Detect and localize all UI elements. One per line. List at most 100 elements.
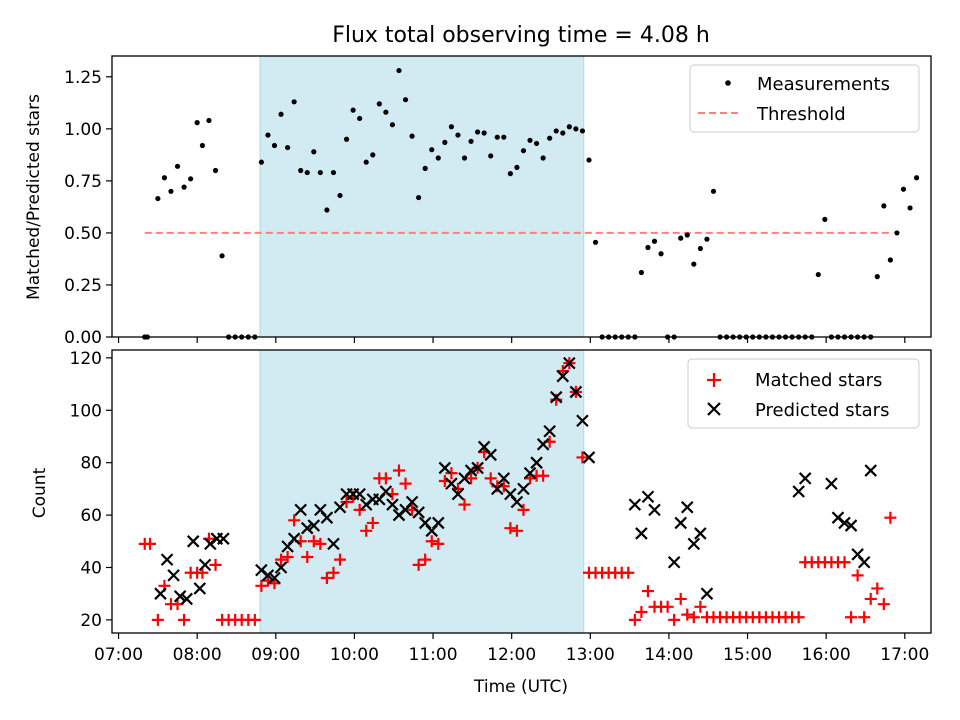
measurement-point bbox=[194, 120, 200, 126]
measurement-point bbox=[874, 274, 880, 280]
predicted-star-point bbox=[857, 555, 871, 569]
matched-star-point bbox=[340, 495, 353, 508]
measurement-point bbox=[317, 169, 323, 176]
measurement-point bbox=[155, 195, 161, 202]
y-tick-label: 0.25 bbox=[64, 276, 102, 296]
measurement-point bbox=[894, 230, 900, 236]
predicted-star-point bbox=[287, 532, 301, 545]
matched-star-point bbox=[465, 472, 478, 485]
x-tick-label: 16:00 bbox=[802, 645, 851, 665]
legend-threshold-label: Threshold bbox=[756, 104, 846, 125]
measurement-point bbox=[284, 144, 291, 151]
measurement-point bbox=[566, 124, 572, 130]
measurement-point bbox=[475, 129, 481, 135]
measurement-point bbox=[442, 139, 448, 145]
x-axis-label: Time (UTC) bbox=[473, 677, 568, 697]
x-tick-label: 09:00 bbox=[251, 645, 300, 665]
measurement-point bbox=[258, 159, 264, 165]
measurement-point bbox=[188, 176, 194, 182]
x-tick-label: 08:00 bbox=[173, 645, 222, 665]
measurement-point bbox=[638, 269, 645, 276]
matched-star-point bbox=[392, 464, 405, 477]
matched-star-point bbox=[288, 514, 301, 527]
matched-star-point bbox=[151, 613, 164, 626]
shaded-region bbox=[259, 349, 585, 634]
predicted-star-point bbox=[193, 582, 207, 595]
y-tick-label: 20 bbox=[80, 611, 102, 631]
measurement-point bbox=[389, 122, 396, 128]
matched-star-point bbox=[334, 553, 347, 566]
predicted-star-point bbox=[327, 537, 340, 551]
predicted-star-point bbox=[484, 448, 497, 462]
measurement-point bbox=[402, 97, 409, 103]
measurement-point bbox=[501, 134, 507, 140]
bottom-x-axis: 07:00 08:00 09:00 10:00 11:00 12:00 13:00 14:00… bbox=[94, 633, 929, 665]
y-tick-label: 0.00 bbox=[64, 328, 102, 348]
measurement-point bbox=[684, 232, 690, 238]
measurement-point bbox=[304, 169, 310, 176]
matched-star-point bbox=[681, 608, 694, 621]
x-tick-label: 10:00 bbox=[330, 645, 379, 665]
measurement-point bbox=[881, 203, 887, 209]
matched-star-point bbox=[674, 592, 687, 605]
measurement-point bbox=[409, 133, 415, 139]
predicted-star-point bbox=[320, 511, 334, 524]
predicted-star-point bbox=[864, 464, 877, 477]
predicted-star-point bbox=[635, 527, 648, 540]
predicted-star-point bbox=[549, 390, 563, 404]
predicted-star-point bbox=[471, 461, 484, 475]
measurement-point bbox=[174, 163, 181, 169]
measurement-point bbox=[357, 115, 363, 122]
measurement-point bbox=[311, 149, 317, 155]
predicted-star-point bbox=[536, 438, 550, 451]
matched-star-point bbox=[255, 579, 268, 592]
matched-star-point bbox=[425, 535, 438, 548]
legend-matched-marker bbox=[707, 373, 721, 387]
matched-star-point bbox=[838, 556, 851, 569]
legend-measurements-label: Measurements bbox=[757, 74, 890, 95]
measurement-point bbox=[422, 165, 428, 171]
top-legend-box bbox=[689, 64, 920, 133]
measurement-point bbox=[468, 138, 474, 144]
bottom-y-axis-label: Count bbox=[30, 467, 50, 518]
top-x-axis bbox=[117, 337, 906, 343]
measurement-point bbox=[206, 117, 212, 124]
predicted-star-point bbox=[438, 461, 452, 475]
measurement-point bbox=[579, 128, 586, 134]
bottom-legend: Matched stars Predicted stars bbox=[687, 358, 920, 429]
measurement-point bbox=[337, 192, 343, 199]
measurement-point bbox=[370, 152, 376, 158]
measurement-point bbox=[199, 142, 206, 149]
matched-star-point bbox=[307, 535, 320, 548]
y-tick-label: 100 bbox=[70, 401, 102, 421]
matched-star-point bbox=[537, 469, 550, 482]
predicted-star-point bbox=[838, 516, 851, 530]
measurement-point bbox=[376, 101, 382, 107]
bottom-y-axis: 20 40 60 80 100 120 bbox=[70, 349, 112, 631]
predicted-star-point bbox=[464, 464, 478, 477]
measurement-point bbox=[507, 171, 513, 177]
predicted-star-point bbox=[667, 555, 681, 569]
predicted-star-point bbox=[576, 414, 589, 428]
matched-star-point bbox=[399, 477, 412, 490]
x-tick-label: 12:00 bbox=[487, 645, 536, 665]
x-tick-label: 15:00 bbox=[723, 645, 772, 665]
predicted-star-point bbox=[497, 472, 511, 485]
predicted-star-point bbox=[628, 498, 642, 511]
measurement-point bbox=[271, 142, 278, 149]
predicted-star-point bbox=[569, 385, 583, 399]
observing-window-shade bbox=[259, 55, 585, 338]
bottom-axes-frame bbox=[111, 349, 932, 634]
matched-star-point bbox=[248, 613, 261, 626]
measurement-point bbox=[651, 238, 658, 244]
measurement-point bbox=[291, 99, 297, 105]
predicted-star-point bbox=[687, 537, 701, 551]
predicted-star-point bbox=[674, 516, 687, 530]
matched-star-point bbox=[851, 569, 864, 582]
predicted-star-point bbox=[186, 535, 200, 548]
predicted-star-point bbox=[641, 490, 655, 504]
matched-star-point bbox=[419, 553, 432, 566]
predicted-star-point bbox=[563, 356, 576, 370]
matched-star-point bbox=[668, 613, 681, 626]
matched-star-point bbox=[366, 516, 379, 529]
